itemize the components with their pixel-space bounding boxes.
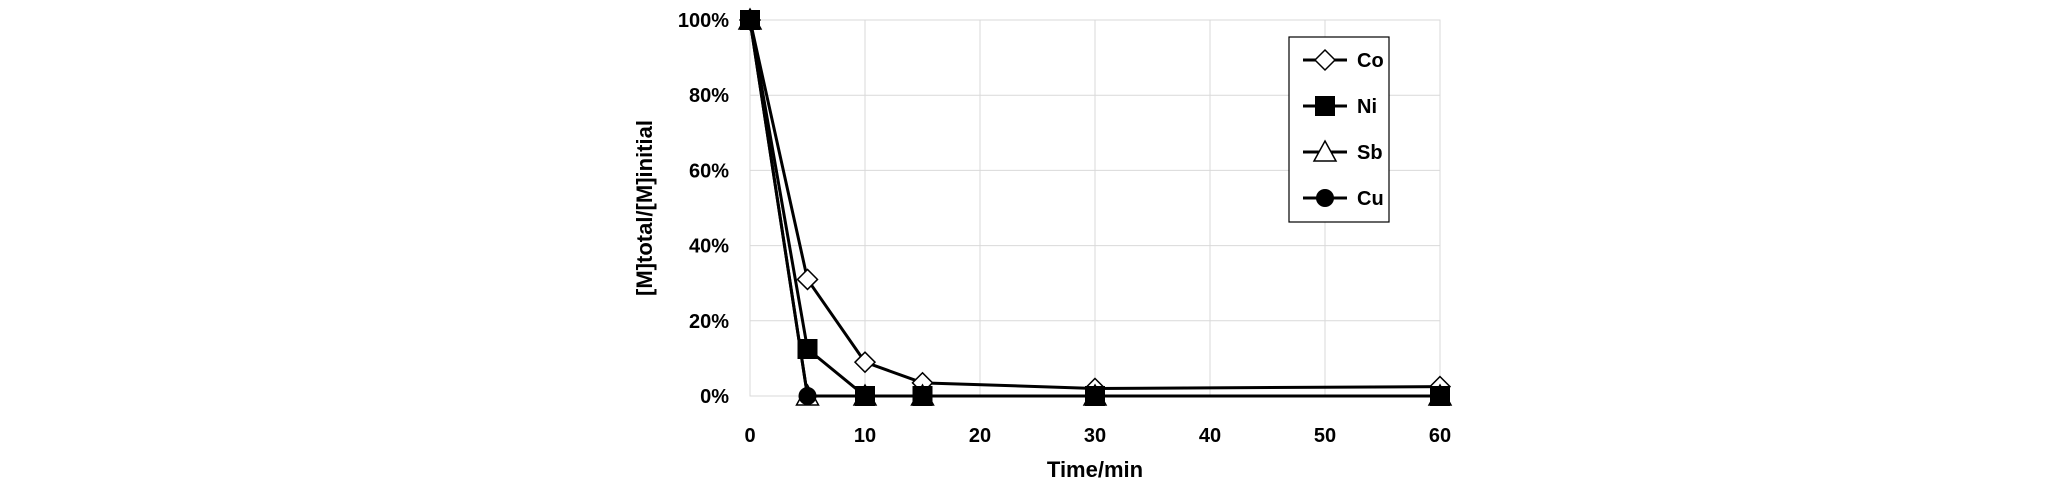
legend-box — [1288, 36, 1390, 223]
x-tick-label: 0 — [744, 425, 755, 447]
data-point — [1430, 386, 1450, 406]
data-point — [798, 387, 817, 405]
x-tick-label: 20 — [969, 425, 991, 447]
x-tick-label: 10 — [854, 425, 876, 447]
data-point — [1085, 386, 1105, 406]
data-point — [740, 10, 760, 30]
x-tick-label: 40 — [1199, 425, 1221, 447]
legend-item-ni: Ni — [1303, 96, 1377, 118]
legend-label: Ni — [1357, 96, 1377, 118]
y-tick-label: 0% — [700, 386, 729, 408]
y-tick-label: 100% — [678, 10, 729, 32]
legend-label: Co — [1357, 50, 1384, 72]
series-line — [748, 19, 1440, 398]
x-tick-label: 50 — [1314, 425, 1336, 447]
axis-ticks: 0 10 20 30 40 50 60 0% 20% 40% 60% 80% 100% — [678, 10, 1451, 447]
y-tick-label: 60% — [689, 160, 729, 182]
legend-label: Sb — [1357, 142, 1383, 164]
x-tick-label: 30 — [1084, 425, 1106, 447]
y-axis-title: [M]total/[M]initial — [632, 120, 657, 296]
y-tick-label: 80% — [689, 85, 729, 107]
legend-label: Cu — [1357, 188, 1384, 210]
series-ni — [740, 10, 1450, 406]
legend: Co Ni Sb Cu — [1288, 36, 1390, 223]
legend-marker — [1315, 96, 1335, 116]
legend-item-cu: Cu — [1303, 188, 1384, 210]
series-layer — [737, 7, 1453, 406]
series-line — [748, 19, 1441, 390]
legend-marker — [1312, 139, 1338, 162]
data-point — [853, 351, 877, 374]
y-tick-label: 20% — [689, 311, 729, 333]
data-point — [797, 339, 818, 359]
data-point — [855, 386, 875, 406]
x-axis-title: Time/min — [1047, 457, 1143, 482]
legend-marker — [1316, 189, 1334, 207]
legend-item-sb: Sb — [1303, 139, 1383, 164]
legend-item-co: Co — [1303, 48, 1384, 72]
x-tick-label: 60 — [1429, 425, 1451, 447]
y-tick-label: 40% — [689, 236, 729, 258]
data-point — [796, 268, 819, 291]
data-point — [912, 386, 933, 406]
legend-marker — [1313, 48, 1337, 72]
